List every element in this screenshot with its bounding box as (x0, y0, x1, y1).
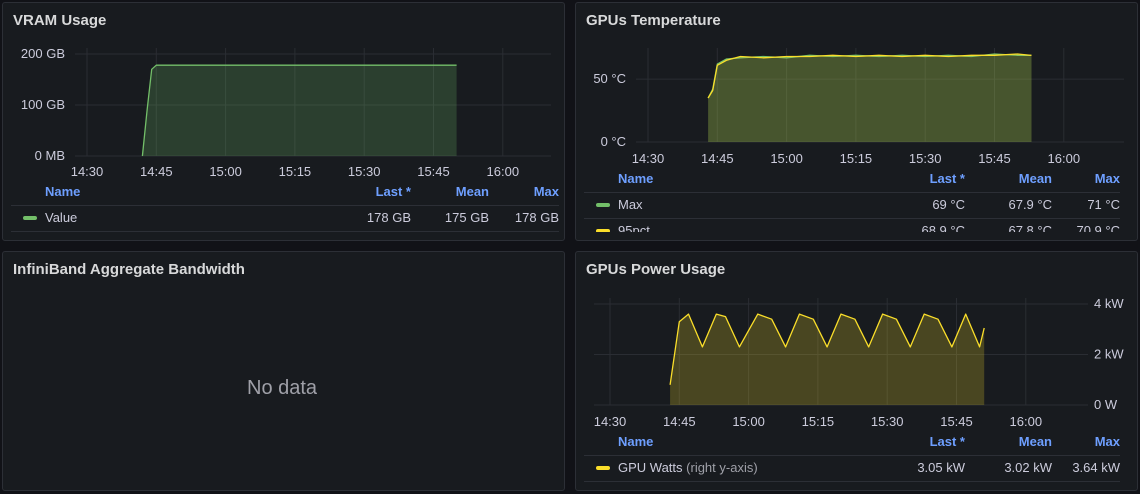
series-name[interactable]: Max (618, 197, 643, 212)
legend-divider (584, 481, 1120, 482)
x-tick-label: 16:00 (1048, 151, 1081, 166)
legend-header: Name Last * Mean Max (11, 179, 559, 205)
x-tick-label: 14:45 (701, 151, 734, 166)
x-tick-label: 15:30 (909, 151, 942, 166)
legend-divider (584, 192, 1120, 193)
legend-header-name[interactable]: Name (45, 184, 81, 199)
series-last: 178 GB (366, 210, 411, 225)
panel-title: GPUs Power Usage (586, 261, 726, 278)
y-tick-label: 2 kW (1094, 347, 1124, 362)
legend-header-max[interactable]: Max (1094, 171, 1120, 186)
gpus-temperature-chart: 50 °C 0 °C 14:30 14:45 15:00 15:15 15:30 15:45 1… (593, 48, 1124, 166)
x-tick-label: 16:00 (1010, 414, 1043, 429)
series-last: 69 °C (932, 197, 965, 212)
series-mean: 175 GB (444, 210, 489, 225)
series-name[interactable]: 95pct (618, 223, 650, 232)
series-color-swatch (596, 466, 610, 470)
y-tick-label: 4 kW (1094, 296, 1124, 311)
x-tick-label: 15:00 (732, 414, 765, 429)
x-tick-label: 15:00 (770, 151, 803, 166)
x-tick-label: 15:45 (940, 414, 973, 429)
legend-divider (584, 455, 1120, 456)
panel-title: GPUs Temperature (586, 12, 721, 29)
x-tick-label: 15:30 (871, 414, 904, 429)
series-max: 3.64 kW (1072, 460, 1120, 475)
x-tick-label: 14:45 (140, 164, 173, 179)
y-tick-label: 0 MB (35, 148, 65, 163)
series-line-gpu-watts (669, 313, 985, 385)
series-color-swatch (596, 229, 610, 232)
y-tick-label: 50 °C (593, 71, 626, 86)
legend-header-name[interactable]: Name (618, 434, 654, 449)
gpus-temperature-panel: GPUs Temperature 50 °C 0 °C 14:30 14:45 15:0… (575, 2, 1138, 241)
y-tick-label: 100 GB (21, 97, 65, 112)
legend-row[interactable]: Max 69 °C 67.9 °C 71 °C (584, 192, 1120, 218)
legend-row[interactable]: Value 178 GB 175 GB 178 GB (11, 205, 559, 231)
panel-title: VRAM Usage (13, 12, 107, 29)
series-last: 3.05 kW (917, 460, 965, 475)
legend-row[interactable]: GPU Watts (right y-axis) 3.05 kW 3.02 kW… (584, 455, 1120, 481)
y-tick-label: 200 GB (21, 46, 65, 61)
x-tick-label: 14:45 (663, 414, 696, 429)
vram-legend: Name Last * Mean Max Value 178 GB 175 GB… (11, 179, 559, 232)
gpus-power-chart: 4 kW 2 kW 0 W 14:30 14:45 15:00 15:15 15:30 15:4… (594, 296, 1125, 429)
no-data-message: No data (247, 377, 318, 399)
legend-divider (584, 218, 1120, 219)
x-tick-label: 15:00 (209, 164, 242, 179)
series-mean: 67.9 °C (1008, 197, 1052, 212)
legend-divider (11, 205, 559, 206)
legend-header: Name Last * Mean Max (584, 166, 1120, 192)
series-area-value (142, 65, 457, 156)
x-tick-label: 14:30 (632, 151, 665, 166)
series-name[interactable]: Value (45, 210, 78, 225)
series-max: 71 °C (1087, 197, 1120, 212)
legend-header-max[interactable]: Max (533, 184, 559, 199)
legend-header-last[interactable]: Last * (929, 171, 965, 186)
x-tick-label: 15:15 (802, 414, 835, 429)
series-area-gpu-watts (670, 314, 985, 405)
panel-title: InfiniBand Aggregate Bandwidth (13, 261, 245, 278)
x-tick-label: 15:45 (978, 151, 1011, 166)
infiniband-bandwidth-panel: InfiniBand Aggregate Bandwidth No data (2, 251, 565, 491)
legend-header-name[interactable]: Name (618, 171, 654, 186)
x-tick-label: 15:15 (279, 164, 312, 179)
legend-divider (11, 231, 559, 232)
gpus-power-panel: GPUs Power Usage 4 kW 2 kW 0 W 14:30 14:45 15… (575, 251, 1138, 491)
x-tick-label: 14:30 (71, 164, 104, 179)
legend-header-mean[interactable]: Mean (1018, 434, 1052, 449)
series-area-95pct (708, 54, 1032, 142)
power-legend: Name Last * Mean Max GPU Watts (right y-… (584, 429, 1120, 482)
series-last: 68.9 °C (921, 223, 965, 232)
series-mean: 3.02 kW (1004, 460, 1052, 475)
legend-header: Name Last * Mean Max (584, 429, 1120, 455)
x-tick-label: 15:45 (417, 164, 450, 179)
legend-header-mean[interactable]: Mean (1018, 171, 1052, 186)
x-tick-label: 15:30 (348, 164, 381, 179)
y-tick-label: 0 °C (601, 134, 626, 149)
legend-header-max[interactable]: Max (1094, 434, 1120, 449)
legend-header-last[interactable]: Last * (375, 184, 411, 199)
series-line-value (141, 64, 457, 157)
series-name[interactable]: GPU Watts (right y-axis) (618, 455, 758, 481)
series-line-95pct (707, 53, 1032, 99)
vram-usage-panel: VRAM Usage 200 GB 100 GB 0 MB 14:30 14:45 15:… (2, 2, 565, 241)
vram-usage-chart: 200 GB 100 GB 0 MB 14:30 14:45 15:00 15:15 15:3… (21, 46, 551, 179)
legend-header-last[interactable]: Last * (929, 434, 965, 449)
legend-header-mean[interactable]: Mean (455, 184, 489, 199)
series-max: 70.9 °C (1076, 223, 1120, 232)
series-max: 178 GB (514, 210, 559, 225)
x-tick-label: 16:00 (487, 164, 520, 179)
series-color-swatch (23, 216, 37, 220)
x-tick-label: 14:30 (594, 414, 627, 429)
x-tick-label: 15:15 (840, 151, 873, 166)
temperature-legend: Name Last * Mean Max Max 69 °C 67.9 °C 7… (584, 166, 1120, 232)
series-color-swatch (596, 203, 610, 207)
series-axis-note: (right y-axis) (686, 460, 758, 475)
series-name-text: GPU Watts (618, 460, 683, 475)
series-area-max (708, 54, 1032, 142)
legend-row[interactable]: 95pct 68.9 °C 67.8 °C 70.9 °C (584, 218, 1120, 232)
y-tick-label: 0 W (1094, 397, 1118, 412)
series-mean: 67.8 °C (1008, 223, 1052, 232)
